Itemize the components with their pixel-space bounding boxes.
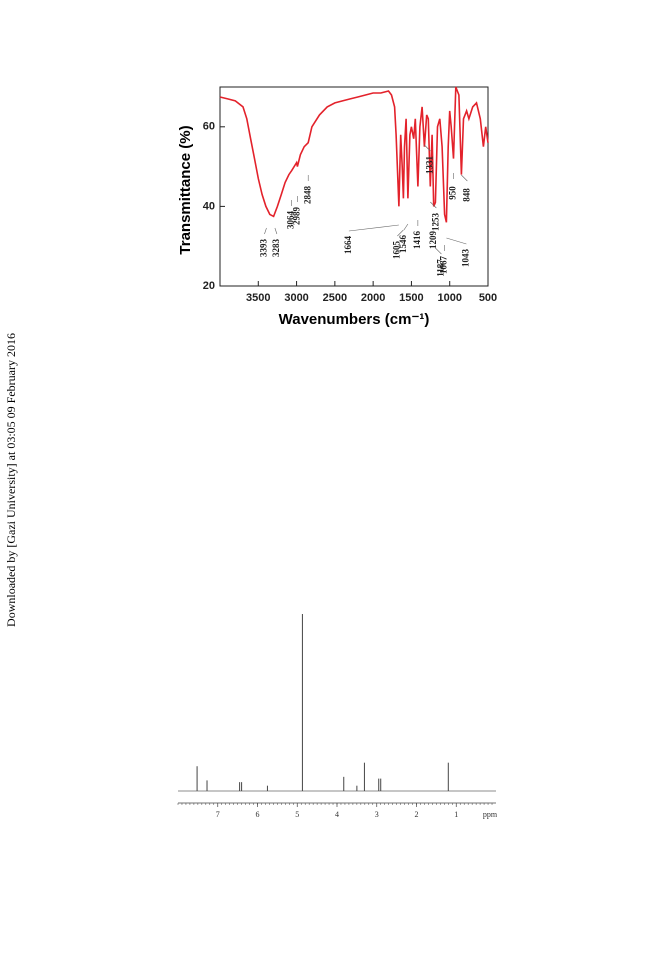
peak-label: 1664 [343,236,353,255]
peak-label: 1187 [435,259,445,277]
peak-leader [274,227,278,235]
x-tick-label: 1500 [399,292,423,304]
peak-label: 1331 [424,156,434,175]
peak-leader [435,247,442,255]
x-tick-label: 3 [375,810,379,819]
x-tick-label: 2000 [361,292,385,304]
peak-label: 1209 [428,231,438,250]
ir-curve [219,86,489,223]
peak-leader [403,223,409,231]
y-tick-label: 20 [203,280,215,292]
ir-xlabel: Wavenumbers (cm⁻¹) [279,311,430,328]
peak-leader [446,237,467,245]
y-tick-label: 40 [203,200,215,212]
side-note: Downloaded by [Gazi University] at 03:05… [4,333,18,627]
peak-leader [397,229,404,237]
x-tick-label: 4 [335,810,339,819]
peak-leader [461,174,468,182]
x-tick-label: 1000 [437,292,461,304]
peak-label: 1546 [398,235,408,254]
x-tick-label: 2500 [323,292,347,304]
peak-label: 3393 [259,239,269,258]
peak-leader [348,224,399,232]
peak-leader [430,201,437,209]
peak-leader [264,227,267,235]
x-tick-label: 2 [415,810,419,819]
peak-label: 2989 [291,207,301,226]
peak-label: 1043 [460,249,470,268]
peak-label: 1416 [412,231,422,250]
peak-label: 950 [448,186,458,200]
peak-label: 848 [461,188,471,202]
peak-label: 1067 [439,256,449,275]
peak-label: 2848 [302,186,312,205]
peak-leader [424,144,431,152]
ir-frame [219,86,489,287]
peak-label: 1605 [391,241,401,260]
peak-label: 3064 [286,211,296,230]
x-tick-label: 3000 [284,292,308,304]
x-tick-label: 3500 [246,292,270,304]
x-tick-label: 5 [295,810,299,819]
y-tick-label: 60 [203,121,215,133]
peak-label: 3283 [271,239,281,258]
peak-label: 1253 [430,213,440,232]
nmr-xlabel: ppm [483,810,498,819]
x-tick-label: 1 [454,810,458,819]
x-tick-label: 500 [479,292,497,304]
ir-ylabel: Transmittance (%) [177,125,194,254]
x-tick-label: 6 [256,810,260,819]
x-tick-label: 7 [216,810,220,819]
